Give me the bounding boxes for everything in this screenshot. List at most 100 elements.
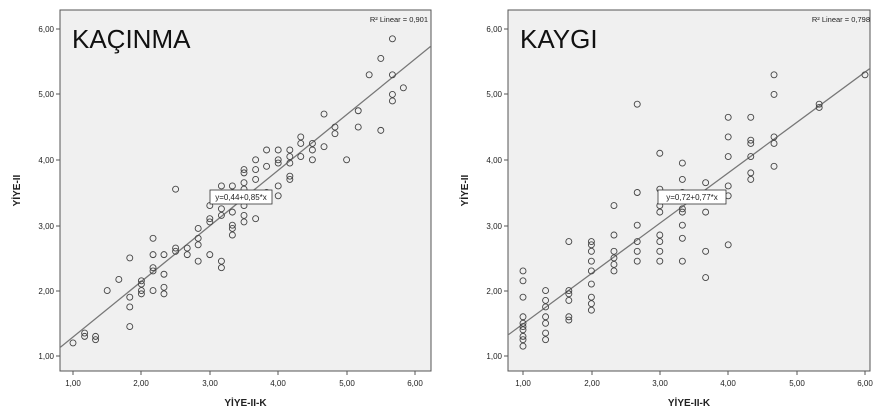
panel-kaygi: 1,00 2,00 3,00 4,00 5,00 6,00 1,00 2,00 3,00 4,00… — [458, 9, 873, 409]
data-point — [587, 257, 595, 265]
data-point — [565, 238, 573, 246]
data-point — [377, 126, 385, 134]
data-point — [633, 257, 641, 265]
data-point — [678, 221, 686, 229]
data-point — [519, 342, 527, 350]
data-point — [542, 313, 550, 321]
data-point — [240, 211, 248, 219]
chart-title: KAÇINMA — [72, 24, 191, 54]
data-point — [678, 159, 686, 167]
data-point — [183, 244, 191, 252]
data-point — [286, 159, 294, 167]
data-point — [610, 260, 618, 268]
data-point — [702, 179, 710, 187]
data-point — [354, 107, 362, 115]
x-axis-label: YİYE-II-K — [224, 396, 267, 409]
data-point — [587, 306, 595, 314]
data-point — [587, 300, 595, 308]
data-point — [274, 146, 282, 154]
data-point — [183, 251, 191, 259]
y-tick-label: 1,00 — [38, 352, 54, 361]
data-point — [747, 175, 755, 183]
data-point — [274, 182, 282, 190]
x-tick-label: 2,00 — [133, 379, 149, 388]
data-point — [656, 208, 664, 216]
data-point — [542, 287, 550, 295]
data-point — [702, 247, 710, 255]
data-point — [252, 156, 260, 164]
data-point — [172, 247, 180, 255]
data-point — [377, 54, 385, 62]
data-point — [770, 71, 778, 79]
data-point — [228, 182, 236, 190]
data-point — [194, 234, 202, 242]
data-point — [519, 267, 527, 275]
data-point — [770, 90, 778, 98]
data-point — [228, 221, 236, 229]
data-point — [815, 100, 823, 108]
data-point — [656, 149, 664, 157]
data-point — [565, 316, 573, 324]
y-tick-label: 6,00 — [38, 25, 54, 34]
data-point — [286, 172, 294, 180]
y-tick-label: 3,00 — [38, 222, 54, 231]
x-tick-label: 3,00 — [202, 379, 218, 388]
data-point — [343, 156, 351, 164]
x-tick-label: 4,00 — [270, 379, 286, 388]
data-point — [565, 313, 573, 321]
data-point — [160, 290, 168, 298]
x-tick-label: 5,00 — [789, 379, 805, 388]
data-point — [263, 162, 271, 170]
x-tick-label: 4,00 — [720, 379, 736, 388]
data-point — [149, 287, 157, 295]
data-point — [81, 329, 89, 337]
data-point — [747, 136, 755, 144]
data-point — [724, 241, 732, 249]
data-point — [217, 182, 225, 190]
data-point — [610, 254, 618, 262]
y-tick-label: 6,00 — [486, 25, 502, 34]
x-tick-label: 6,00 — [407, 379, 423, 388]
data-point — [365, 71, 373, 79]
data-point — [388, 71, 396, 79]
y-tick-label: 4,00 — [38, 156, 54, 165]
data-point — [542, 336, 550, 344]
data-point — [194, 257, 202, 265]
data-point — [747, 113, 755, 121]
data-point — [724, 133, 732, 141]
data-point — [633, 247, 641, 255]
data-point — [115, 276, 123, 283]
data-point — [815, 104, 823, 111]
data-point — [137, 290, 145, 298]
data-point — [137, 280, 145, 288]
data-point — [126, 303, 134, 311]
data-point — [274, 192, 282, 200]
data-point — [217, 211, 225, 219]
data-point — [126, 254, 134, 262]
data-point — [103, 287, 111, 295]
data-point — [770, 139, 778, 147]
data-point — [274, 159, 282, 167]
data-point — [286, 146, 294, 154]
data-point — [633, 238, 641, 246]
data-point — [633, 221, 641, 229]
data-point — [263, 146, 271, 154]
data-point — [240, 218, 248, 226]
data-point — [587, 280, 595, 288]
data-point — [252, 215, 260, 223]
data-point — [160, 251, 168, 259]
y-tick-label: 2,00 — [38, 287, 54, 296]
data-point — [297, 133, 305, 141]
data-point — [678, 234, 686, 242]
data-point — [519, 326, 527, 334]
data-point — [217, 264, 225, 272]
data-point — [388, 90, 396, 98]
data-point — [320, 143, 328, 151]
x-tick-label: 1,00 — [65, 379, 81, 388]
data-point — [206, 215, 214, 223]
data-point — [206, 251, 214, 259]
r2-label: R² Linear = 0,901 — [370, 15, 428, 24]
y-axis-label: YİYE-II — [10, 174, 23, 206]
data-point — [678, 208, 686, 216]
data-point — [656, 231, 664, 239]
